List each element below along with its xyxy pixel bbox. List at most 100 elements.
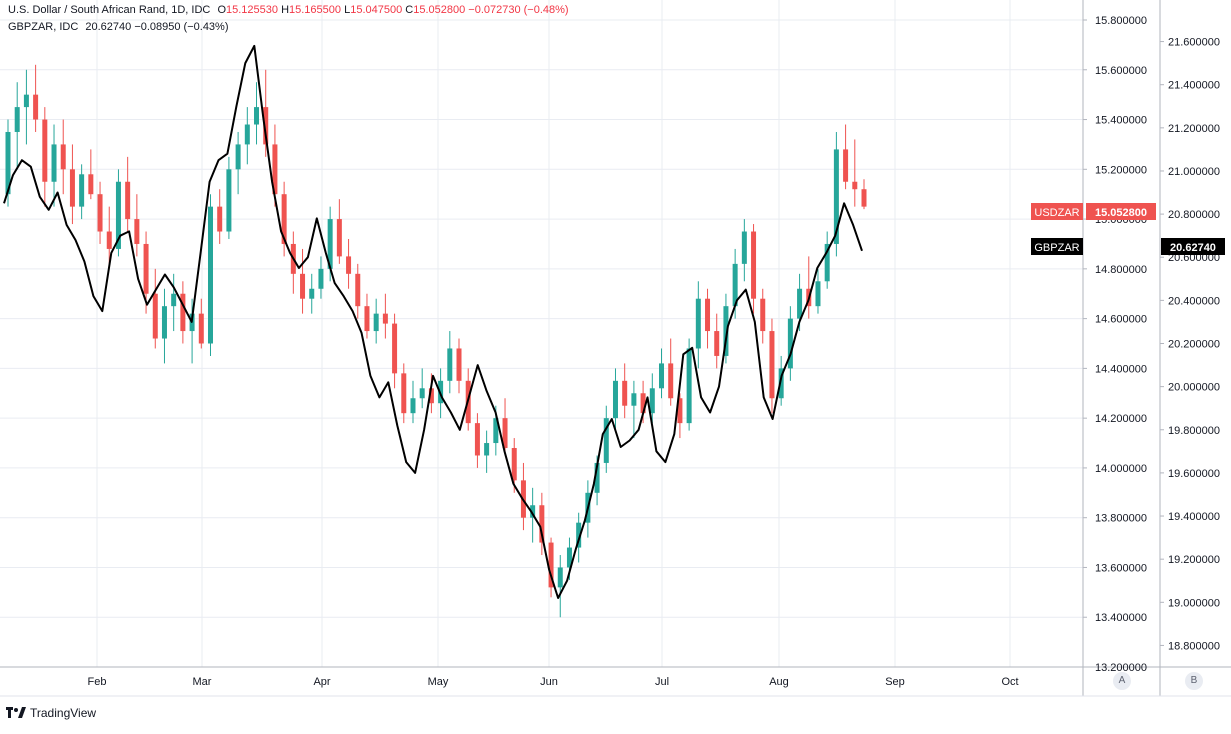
y-left-tick-label: 15.200000 — [1095, 164, 1147, 176]
candle-body — [373, 313, 379, 332]
candle-body — [263, 107, 269, 145]
candle-body — [631, 393, 637, 406]
candle-body — [511, 448, 517, 481]
candle-body — [125, 181, 131, 220]
y-right-tick-label: 21.400000 — [1168, 80, 1220, 92]
candle-body — [622, 380, 628, 406]
y-left-tick-label: 14.800000 — [1095, 264, 1147, 276]
axis-a-button[interactable]: A — [1113, 672, 1131, 690]
gbpzar-tag-value-bg — [1161, 238, 1225, 255]
candle-body — [106, 231, 112, 249]
y-left-tick-label: 14.000000 — [1095, 463, 1147, 475]
y-left-tick-label: 15.600000 — [1095, 65, 1147, 77]
candle-body — [401, 373, 407, 414]
candle-body — [668, 363, 674, 399]
x-tick-label: Jun — [540, 676, 558, 688]
x-tick-label: Sep — [885, 676, 905, 688]
gbpzar-tag-value: 20.62740 — [1170, 242, 1216, 254]
y-right-tick-label: 19.600000 — [1168, 468, 1220, 480]
candle-body — [152, 293, 158, 339]
candle-body — [659, 363, 665, 389]
candle-body — [79, 174, 85, 207]
candle-body — [612, 380, 618, 419]
y-left-tick-label: 13.600000 — [1095, 562, 1147, 574]
candle-body — [566, 547, 572, 568]
candle-body — [714, 331, 720, 356]
candle-body — [843, 149, 849, 182]
y-left-tick-label: 15.400000 — [1095, 115, 1147, 127]
open-label: O — [217, 4, 226, 16]
candle-body — [852, 181, 858, 190]
candle-body — [281, 194, 287, 244]
gbpzar-legend[interactable]: GBPZAR, IDC 20.62740 −0.08950 (−0.43%) — [8, 21, 229, 33]
tradingview-logo-icon — [6, 707, 26, 718]
y-right-tick-label: 21.200000 — [1168, 123, 1220, 135]
y-left-tick-label: 14.600000 — [1095, 314, 1147, 326]
candle-body — [235, 144, 241, 170]
y-right-tick-label: 20.600000 — [1168, 252, 1220, 264]
axis-b-button[interactable]: B — [1185, 672, 1203, 690]
usdzar-tag-value: 15.052800 — [1095, 207, 1147, 219]
candle-body — [327, 219, 333, 269]
candle-body — [226, 169, 232, 232]
candle-body — [751, 231, 757, 299]
price-tags: USDZAR 15.052800 GBPZAR 20.62740 — [1031, 203, 1225, 255]
gbpzar-legend-value: 20.62740 — [85, 21, 132, 33]
tradingview-branding[interactable]: TradingView — [6, 706, 96, 720]
gbpzar-line — [3, 44, 863, 599]
gbpzar-legend-change: −0.08950 (−0.43%) — [134, 21, 229, 33]
candle-body — [833, 149, 839, 244]
candle-body — [695, 298, 701, 349]
candle-body — [33, 94, 39, 120]
gbpzar-tag-symbol: GBPZAR — [1034, 242, 1079, 254]
candle-body — [456, 348, 462, 381]
open-value: 15.125530 — [226, 4, 278, 16]
close-label: C — [405, 4, 414, 16]
candle-body — [392, 323, 398, 374]
low-value: 15.047500 — [350, 4, 403, 16]
candle-body — [115, 181, 121, 249]
close-value: 15.052800 — [413, 4, 466, 16]
candle-body — [723, 306, 729, 356]
y-right-tick-label: 20.800000 — [1168, 209, 1220, 221]
candle-body — [530, 505, 536, 518]
candle-body — [778, 368, 784, 399]
candle-body — [5, 131, 11, 195]
candle-body — [741, 231, 747, 264]
candle-body — [815, 281, 821, 307]
high-value: 15.165500 — [289, 4, 342, 16]
candle-body — [309, 288, 315, 299]
candle-body — [705, 298, 711, 332]
candle-body — [824, 243, 830, 282]
candle-body — [548, 542, 554, 588]
candle-body — [355, 273, 361, 307]
candle-body — [640, 393, 646, 414]
y-right-tick-label: 19.200000 — [1168, 554, 1220, 566]
candle-body — [272, 144, 278, 195]
usdzar-legend[interactable]: U.S. Dollar / South African Rand, 1D, ID… — [8, 4, 569, 16]
candle-body — [760, 298, 766, 332]
x-tick-label: Apr — [313, 676, 330, 688]
candle-body — [346, 256, 352, 274]
candle-body — [180, 293, 186, 332]
x-tick-label: May — [428, 676, 449, 688]
candle-body — [474, 423, 480, 456]
x-tick-label: Mar — [193, 676, 212, 688]
usdzar-candles — [5, 64, 867, 618]
candle-body — [382, 313, 388, 324]
y-left-tick-label: 14.400000 — [1095, 363, 1147, 375]
usdzar-change: −0.072730 (−0.48%) — [468, 4, 569, 16]
y-right-tick-label: 19.800000 — [1168, 425, 1220, 437]
candle-body — [42, 119, 48, 182]
candle-body — [217, 206, 223, 232]
candle-body — [244, 124, 250, 145]
y-right-tick-label: 20.200000 — [1168, 339, 1220, 351]
candle-body — [143, 243, 149, 294]
y-left-tick-label: 15.800000 — [1095, 15, 1147, 27]
y-right-tick-label: 19.400000 — [1168, 511, 1220, 523]
y-left-tick-label: 13.400000 — [1095, 612, 1147, 624]
candle-body — [539, 505, 545, 543]
tradingview-label: TradingView — [30, 706, 97, 720]
x-tick-label: Aug — [769, 676, 789, 688]
